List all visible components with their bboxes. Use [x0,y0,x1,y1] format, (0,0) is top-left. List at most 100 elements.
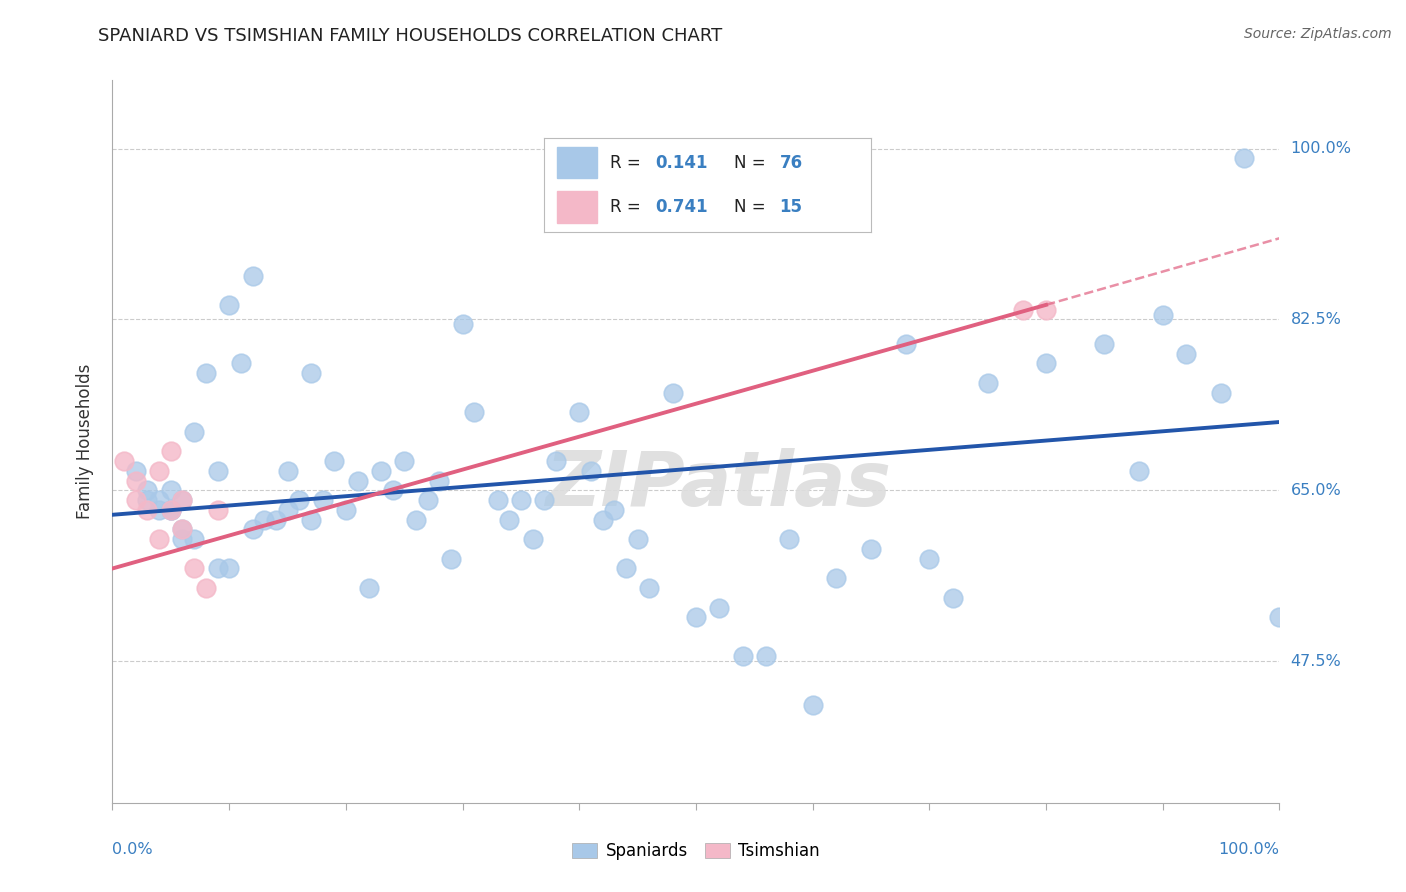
Point [1233,152,1256,166]
Point [592,513,614,527]
Point [440,551,463,566]
Point [405,513,427,527]
Point [207,464,229,478]
Point [160,483,183,498]
Y-axis label: Family Households: Family Households [76,364,94,519]
Text: Source: ZipAtlas.com: Source: ZipAtlas.com [1244,27,1392,41]
Point [125,493,148,508]
Point [685,610,707,624]
Legend: Spaniards, Tsimshian: Spaniards, Tsimshian [565,836,827,867]
Point [311,493,333,508]
Point [136,493,159,508]
Point [1035,302,1057,317]
Point [323,454,346,468]
Point [229,356,252,370]
Point [394,454,416,468]
Point [1175,346,1198,360]
Point [860,541,883,556]
Point [603,503,626,517]
Point [148,532,170,546]
Point [242,268,264,283]
Point [638,581,661,595]
Point [172,523,194,537]
Point [172,523,194,537]
Point [755,649,778,664]
Text: 82.5%: 82.5% [1291,312,1341,327]
Point [1035,356,1057,370]
Point [276,464,298,478]
Text: 100.0%: 100.0% [1219,842,1279,856]
Point [276,503,298,517]
Point [207,503,229,517]
Point [486,493,509,508]
Point [370,464,392,478]
Point [160,503,183,517]
Text: 0.0%: 0.0% [112,842,153,856]
Point [509,493,531,508]
Point [381,483,404,498]
Point [976,376,998,390]
Point [207,561,229,575]
Point [731,649,754,664]
Point [894,337,917,351]
Point [194,581,217,595]
Point [160,503,183,517]
Point [183,561,205,575]
Point [778,532,800,546]
Point [614,561,637,575]
Text: 65.0%: 65.0% [1291,483,1341,498]
Point [1094,337,1116,351]
Point [918,551,941,566]
Point [136,503,159,517]
Point [1209,385,1232,400]
Point [218,298,240,312]
Point [942,591,965,605]
Point [172,493,194,508]
Point [416,493,439,508]
Point [172,532,194,546]
Point [183,532,205,546]
Point [544,454,567,468]
Point [194,366,217,380]
Point [427,474,450,488]
Point [264,513,287,527]
Point [288,493,311,508]
Point [335,503,357,517]
Point [112,454,135,468]
Point [299,366,322,380]
Text: 100.0%: 100.0% [1291,141,1351,156]
Point [579,464,602,478]
Point [627,532,650,546]
Point [451,318,474,332]
Point [359,581,381,595]
Point [825,571,848,585]
Point [1268,610,1291,624]
Point [136,483,159,498]
Point [183,425,205,439]
Point [172,493,194,508]
Point [1128,464,1150,478]
Point [498,513,520,527]
Point [253,513,276,527]
Point [533,493,555,508]
Point [148,493,170,508]
Point [160,503,183,517]
Point [148,503,170,517]
Point [1011,302,1033,317]
Text: SPANIARD VS TSIMSHIAN FAMILY HOUSEHOLDS CORRELATION CHART: SPANIARD VS TSIMSHIAN FAMILY HOUSEHOLDS … [98,27,723,45]
Point [522,532,544,546]
Point [242,523,264,537]
Point [463,405,485,419]
Point [1152,308,1174,322]
Point [346,474,368,488]
Point [218,561,240,575]
Point [709,600,731,615]
Point [801,698,824,713]
Text: 47.5%: 47.5% [1291,654,1341,669]
Point [299,513,322,527]
Point [125,474,148,488]
Point [568,405,591,419]
Point [148,464,170,478]
Point [661,385,683,400]
Text: ZIPatlas: ZIPatlas [547,448,893,522]
